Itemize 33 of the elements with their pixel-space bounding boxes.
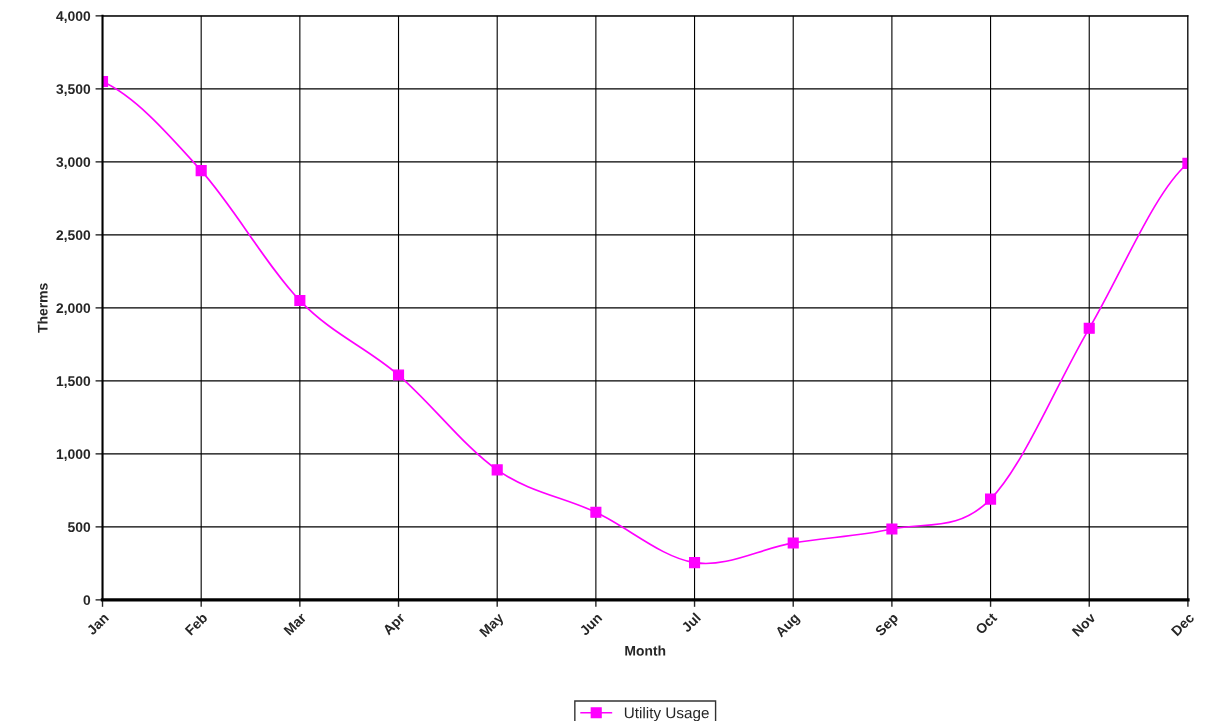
y-tick-label: 0: [83, 595, 91, 606]
x-tick-label: Oct: [974, 612, 998, 635]
y-tick-label: 4,000: [56, 11, 91, 24]
legend-label: Utility Usage: [624, 707, 709, 721]
point: [294, 295, 306, 307]
point: [195, 165, 207, 177]
point: [985, 493, 997, 505]
x-tick-label: Nov: [1071, 612, 1097, 637]
x-axis-title: Month: [625, 645, 666, 656]
y-tick-label: 3,500: [56, 84, 91, 97]
y-axis-title: Therms: [37, 283, 48, 333]
x-tick-label: Jul: [680, 612, 702, 633]
point: [787, 537, 799, 549]
point: [590, 506, 602, 518]
x-tick-label: Apr: [382, 612, 408, 638]
x-tick-label: Mar: [283, 612, 307, 636]
y-tick-label: 500: [67, 522, 91, 533]
x-tick-label: Jun: [578, 612, 603, 637]
y-tick-label: 1,500: [56, 376, 91, 389]
point: [688, 557, 701, 569]
point: [491, 464, 503, 476]
y-tick-label: 3,000: [56, 157, 91, 170]
point: [1083, 322, 1095, 334]
y-tick-label: 2,500: [56, 230, 91, 243]
x-tick-label: Jan: [86, 612, 110, 636]
x-tick-label: Sep: [874, 612, 901, 639]
x-tick-label: Dec: [1170, 612, 1195, 637]
point: [392, 369, 405, 381]
y-tick-label: 1,000: [56, 449, 91, 462]
y-tick-label: 2,000: [56, 303, 91, 316]
x-tick-label: May: [479, 612, 507, 640]
x-tick-label: Feb: [184, 612, 208, 636]
point: [886, 523, 898, 535]
